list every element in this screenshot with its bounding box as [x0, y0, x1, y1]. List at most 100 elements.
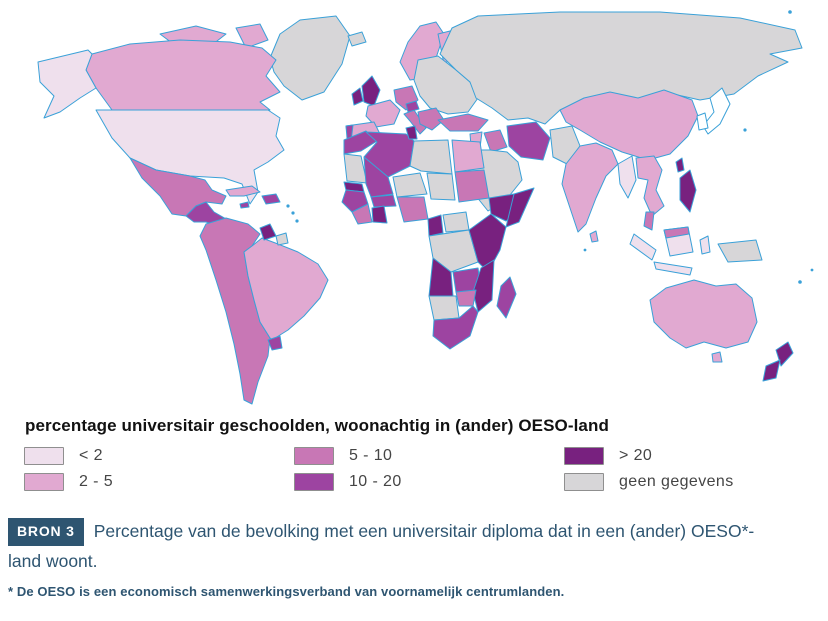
morocco-region — [343, 130, 378, 155]
legend-item-gt20: > 20 — [564, 443, 734, 469]
map-legend: percentage universitair geschoolden, woo… — [0, 412, 828, 495]
canada-region — [85, 39, 281, 111]
legend-column-1: < 2 2 - 5 — [24, 443, 294, 495]
malay-peninsula-region — [643, 211, 655, 231]
hispaniola-region — [261, 193, 281, 205]
footnote: * De OESO is een economisch samenwerking… — [8, 584, 565, 600]
legend-title: percentage universitair geschoolden, woo… — [25, 416, 609, 435]
small-island-icon — [291, 211, 295, 215]
legend-label-10-20: 10 - 20 — [349, 473, 402, 490]
legend-item-nodata: geen gegevens — [564, 469, 734, 495]
eastern-europe-region — [413, 55, 479, 115]
legend-swatch-2-5 — [24, 473, 64, 491]
source-caption: BRON 3 Percentage van de bevolking met ee… — [8, 517, 770, 575]
legend-item-lt2: < 2 — [24, 443, 294, 469]
balkans-region — [417, 107, 445, 131]
tasmania-region — [711, 351, 723, 363]
somalia-region — [505, 187, 535, 228]
small-island-icon — [798, 280, 802, 284]
cuba-region — [225, 185, 261, 197]
suriname-region — [275, 232, 289, 246]
small-island-icon — [788, 10, 792, 14]
ivory-coast-region — [351, 203, 373, 225]
mauritania-region — [343, 153, 368, 184]
legend-swatch-lt2 — [24, 447, 64, 465]
indochina-region — [635, 155, 665, 217]
japan-region — [702, 87, 731, 135]
austria-region — [405, 100, 420, 113]
sri-lanka-region — [589, 230, 599, 243]
chad-region — [426, 172, 456, 201]
legend-item-2-5: 2 - 5 — [24, 469, 294, 495]
iran-region — [506, 121, 551, 161]
jamaica-region — [239, 201, 250, 209]
egypt-region — [451, 139, 485, 173]
java-region — [653, 261, 693, 276]
greenland-region — [269, 15, 351, 101]
niger-region — [392, 172, 428, 198]
uk-region — [361, 75, 381, 107]
turkey-region — [437, 113, 489, 132]
arctic-islands-region — [235, 23, 269, 49]
madagascar-region — [496, 276, 517, 319]
algeria-region — [363, 131, 415, 178]
legend-label-nodata: geen gegevens — [619, 473, 734, 490]
namibia-botswana-region — [428, 295, 460, 321]
ghana-region — [371, 205, 388, 224]
korea-region — [696, 112, 709, 131]
new-guinea-region — [717, 239, 763, 263]
legend-item-10-20: 10 - 20 — [294, 469, 564, 495]
tunisia-region — [405, 125, 418, 140]
myanmar-region — [617, 155, 637, 199]
small-island-icon — [810, 268, 814, 272]
small-island-icon — [286, 204, 290, 208]
choropleth-world-map — [37, 10, 814, 405]
sulawesi-region — [699, 235, 711, 255]
mozambique-region — [472, 259, 495, 313]
drc-region — [428, 229, 479, 273]
legend-label-gt20: > 20 — [619, 447, 653, 464]
zimbabwe-region — [455, 289, 477, 307]
sudan-region — [454, 169, 490, 203]
borneo-malaysia-region — [663, 226, 690, 239]
small-island-icon — [583, 248, 587, 252]
legend-swatch-gt20 — [564, 447, 604, 465]
uruguay-region — [267, 335, 283, 351]
legend-column-3: > 20 geen gegevens — [564, 443, 734, 495]
new-zealand-south-region — [762, 359, 781, 382]
legend-item-5-10: 5 - 10 — [294, 443, 564, 469]
iceland-region — [347, 31, 367, 47]
source-badge: BRON 3 — [8, 518, 84, 546]
world-map — [37, 10, 814, 405]
france-region — [365, 99, 401, 128]
legend-grid: < 2 2 - 5 5 - 10 10 - 20 > 20 — [24, 443, 828, 495]
legend-swatch-nodata — [564, 473, 604, 491]
burkina-region — [370, 194, 397, 208]
china-region — [559, 89, 699, 161]
western-south-america-region — [199, 217, 271, 405]
alaska-region — [37, 49, 97, 119]
caption-text: Percentage van de bevolking met een univ… — [8, 521, 755, 571]
philippines-region — [679, 169, 697, 213]
legend-column-2: 5 - 10 10 - 20 — [294, 443, 564, 495]
australia-region — [649, 279, 758, 349]
libya-region — [409, 139, 453, 175]
legend-swatch-10-20 — [294, 473, 334, 491]
south-africa-region — [432, 305, 479, 350]
legend-swatch-5-10 — [294, 447, 334, 465]
iraq-region — [483, 129, 508, 153]
legend-label-lt2: < 2 — [79, 447, 103, 464]
sumatra-region — [629, 233, 657, 261]
brazil-region — [243, 237, 329, 341]
mexico-region — [129, 157, 227, 217]
nigeria-region — [396, 196, 429, 223]
taiwan-region — [675, 157, 685, 173]
small-island-icon — [743, 128, 747, 132]
legend-label-5-10: 5 - 10 — [349, 447, 393, 464]
guyana-region — [259, 223, 277, 241]
east-africa-region — [468, 213, 507, 273]
india-region — [561, 142, 619, 233]
ireland-region — [351, 87, 364, 106]
cameroon-region — [427, 214, 444, 237]
legend-label-2-5: 2 - 5 — [79, 473, 114, 490]
